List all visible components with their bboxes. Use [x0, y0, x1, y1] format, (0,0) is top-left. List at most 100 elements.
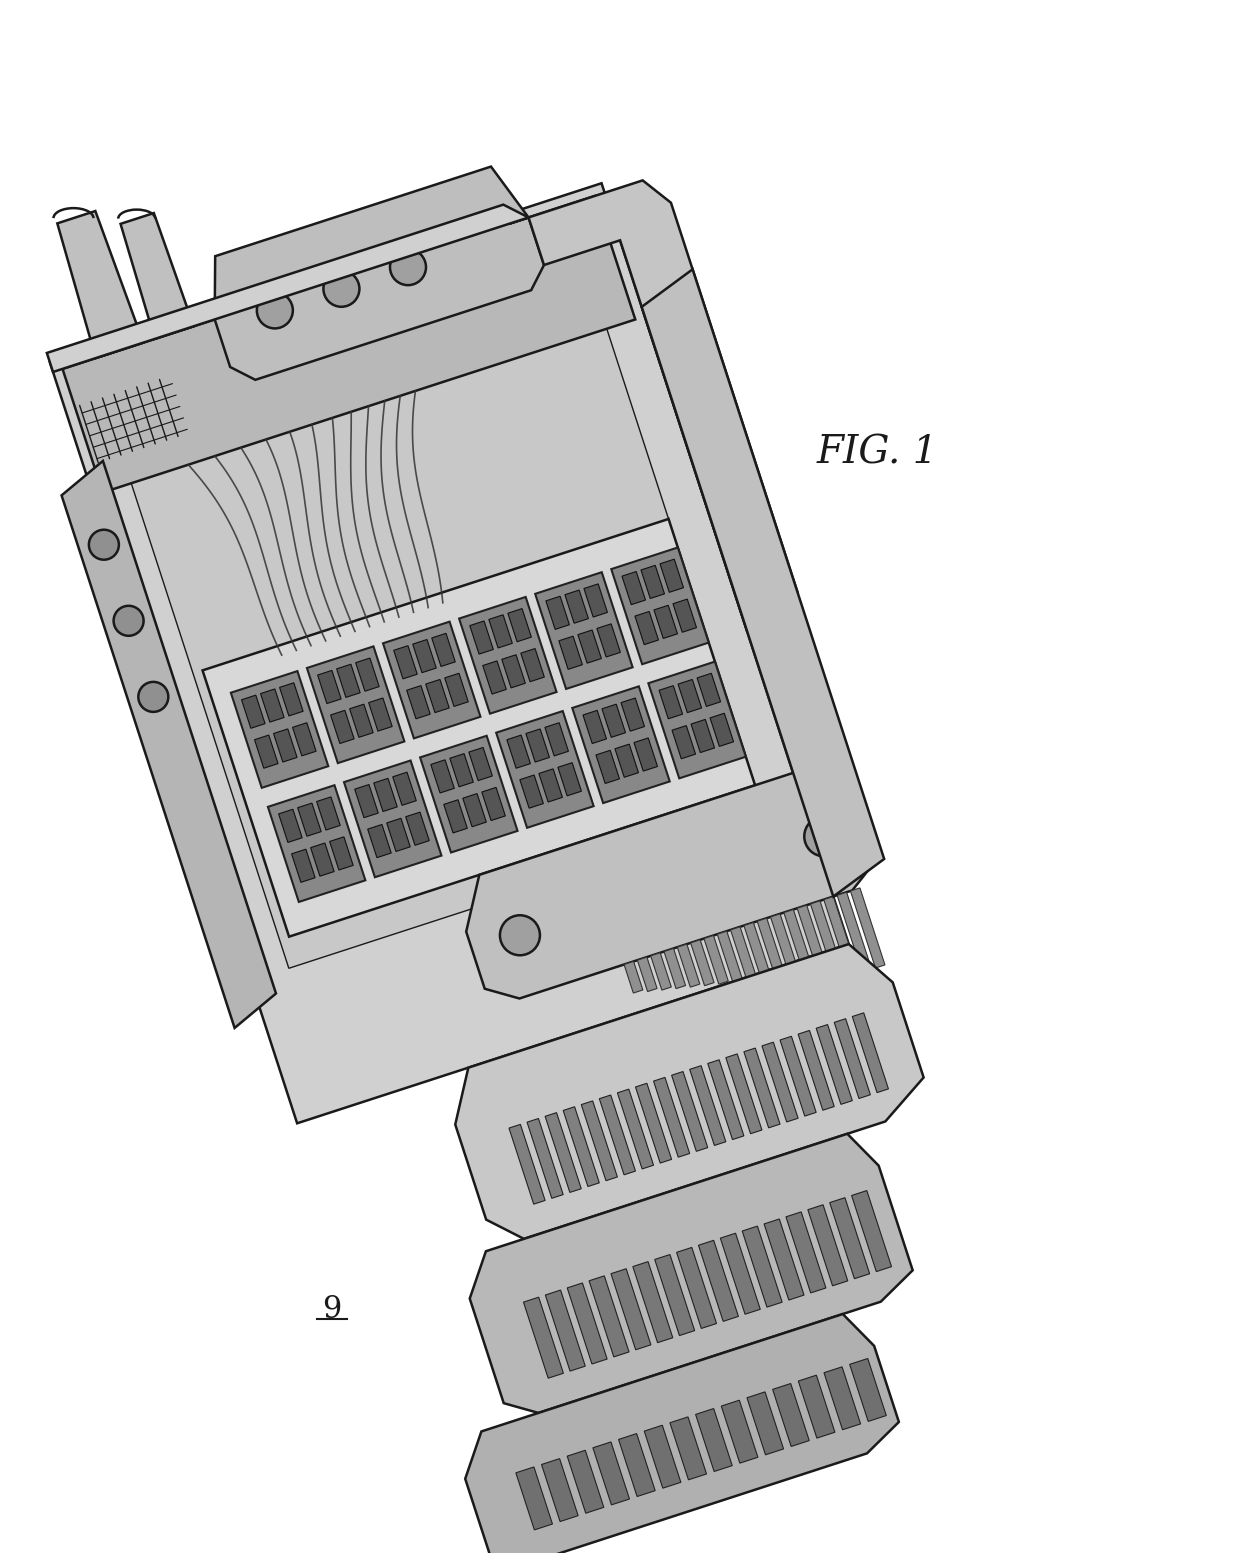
- Polygon shape: [330, 837, 353, 870]
- Polygon shape: [799, 1031, 835, 1110]
- Polygon shape: [642, 269, 884, 896]
- Polygon shape: [558, 763, 582, 795]
- Circle shape: [114, 606, 144, 635]
- Polygon shape: [711, 713, 734, 747]
- Polygon shape: [698, 1241, 738, 1322]
- Polygon shape: [619, 1433, 655, 1497]
- Polygon shape: [717, 932, 743, 983]
- Polygon shape: [697, 674, 720, 707]
- Polygon shape: [583, 710, 606, 744]
- Polygon shape: [567, 1451, 604, 1513]
- Polygon shape: [653, 1078, 689, 1157]
- Polygon shape: [584, 584, 608, 617]
- Polygon shape: [677, 1247, 717, 1328]
- Polygon shape: [350, 704, 373, 738]
- Polygon shape: [268, 786, 366, 902]
- Polygon shape: [368, 697, 392, 731]
- Polygon shape: [510, 180, 797, 631]
- Polygon shape: [720, 1233, 760, 1314]
- Polygon shape: [308, 646, 404, 763]
- Polygon shape: [823, 896, 857, 971]
- Circle shape: [805, 817, 844, 856]
- Polygon shape: [47, 205, 528, 373]
- Polygon shape: [466, 767, 874, 999]
- Polygon shape: [677, 944, 699, 988]
- Polygon shape: [743, 1227, 782, 1308]
- Circle shape: [139, 682, 169, 711]
- Polygon shape: [852, 1191, 892, 1272]
- Polygon shape: [611, 1269, 651, 1350]
- Polygon shape: [786, 1211, 826, 1294]
- Polygon shape: [394, 646, 417, 679]
- Polygon shape: [722, 1401, 758, 1463]
- Polygon shape: [542, 1458, 578, 1522]
- Polygon shape: [678, 680, 702, 713]
- Polygon shape: [430, 759, 454, 794]
- Polygon shape: [413, 640, 436, 672]
- Polygon shape: [621, 697, 645, 731]
- Polygon shape: [567, 1283, 608, 1364]
- Polygon shape: [725, 1054, 761, 1134]
- Text: FIG. 1: FIG. 1: [817, 435, 939, 471]
- Polygon shape: [596, 750, 620, 783]
- Polygon shape: [50, 183, 848, 1123]
- Polygon shape: [527, 1118, 563, 1199]
- Polygon shape: [373, 778, 397, 812]
- Polygon shape: [849, 1359, 887, 1421]
- Polygon shape: [502, 655, 526, 688]
- Polygon shape: [465, 1314, 899, 1553]
- Polygon shape: [215, 166, 544, 380]
- Polygon shape: [316, 797, 340, 829]
- Polygon shape: [544, 722, 568, 756]
- Polygon shape: [496, 711, 594, 828]
- Polygon shape: [368, 825, 391, 857]
- Polygon shape: [653, 606, 677, 638]
- Circle shape: [500, 915, 539, 955]
- Polygon shape: [489, 615, 512, 648]
- Polygon shape: [274, 728, 298, 763]
- Circle shape: [89, 530, 119, 559]
- Polygon shape: [651, 954, 671, 991]
- Polygon shape: [649, 662, 745, 778]
- Polygon shape: [704, 935, 728, 985]
- Polygon shape: [565, 590, 589, 623]
- Polygon shape: [816, 1025, 852, 1104]
- Polygon shape: [635, 612, 658, 644]
- Polygon shape: [508, 609, 532, 641]
- Polygon shape: [355, 784, 378, 818]
- Polygon shape: [807, 1205, 848, 1286]
- Polygon shape: [601, 704, 625, 738]
- Text: 9: 9: [322, 1294, 342, 1325]
- Polygon shape: [615, 744, 639, 778]
- Polygon shape: [260, 690, 284, 722]
- Polygon shape: [761, 1042, 799, 1121]
- Polygon shape: [536, 572, 632, 690]
- Polygon shape: [641, 565, 665, 598]
- Polygon shape: [516, 1468, 553, 1530]
- Polygon shape: [120, 213, 193, 339]
- Polygon shape: [797, 905, 828, 974]
- Polygon shape: [482, 662, 506, 694]
- Polygon shape: [578, 631, 601, 663]
- Polygon shape: [202, 519, 755, 936]
- Polygon shape: [387, 818, 410, 851]
- Polygon shape: [459, 596, 557, 714]
- Polygon shape: [508, 1124, 546, 1204]
- Circle shape: [257, 292, 293, 328]
- Polygon shape: [764, 1219, 804, 1300]
- Polygon shape: [539, 769, 563, 801]
- Polygon shape: [526, 728, 549, 763]
- Polygon shape: [773, 1384, 810, 1446]
- Polygon shape: [852, 1013, 888, 1093]
- Polygon shape: [450, 753, 474, 787]
- Polygon shape: [599, 1095, 635, 1174]
- Polygon shape: [691, 940, 714, 986]
- Polygon shape: [463, 794, 486, 826]
- Polygon shape: [780, 1036, 816, 1117]
- Polygon shape: [746, 1391, 784, 1455]
- Polygon shape: [837, 893, 870, 969]
- Polygon shape: [655, 1255, 694, 1336]
- Polygon shape: [470, 621, 494, 654]
- Polygon shape: [672, 1072, 708, 1151]
- Polygon shape: [546, 1291, 585, 1371]
